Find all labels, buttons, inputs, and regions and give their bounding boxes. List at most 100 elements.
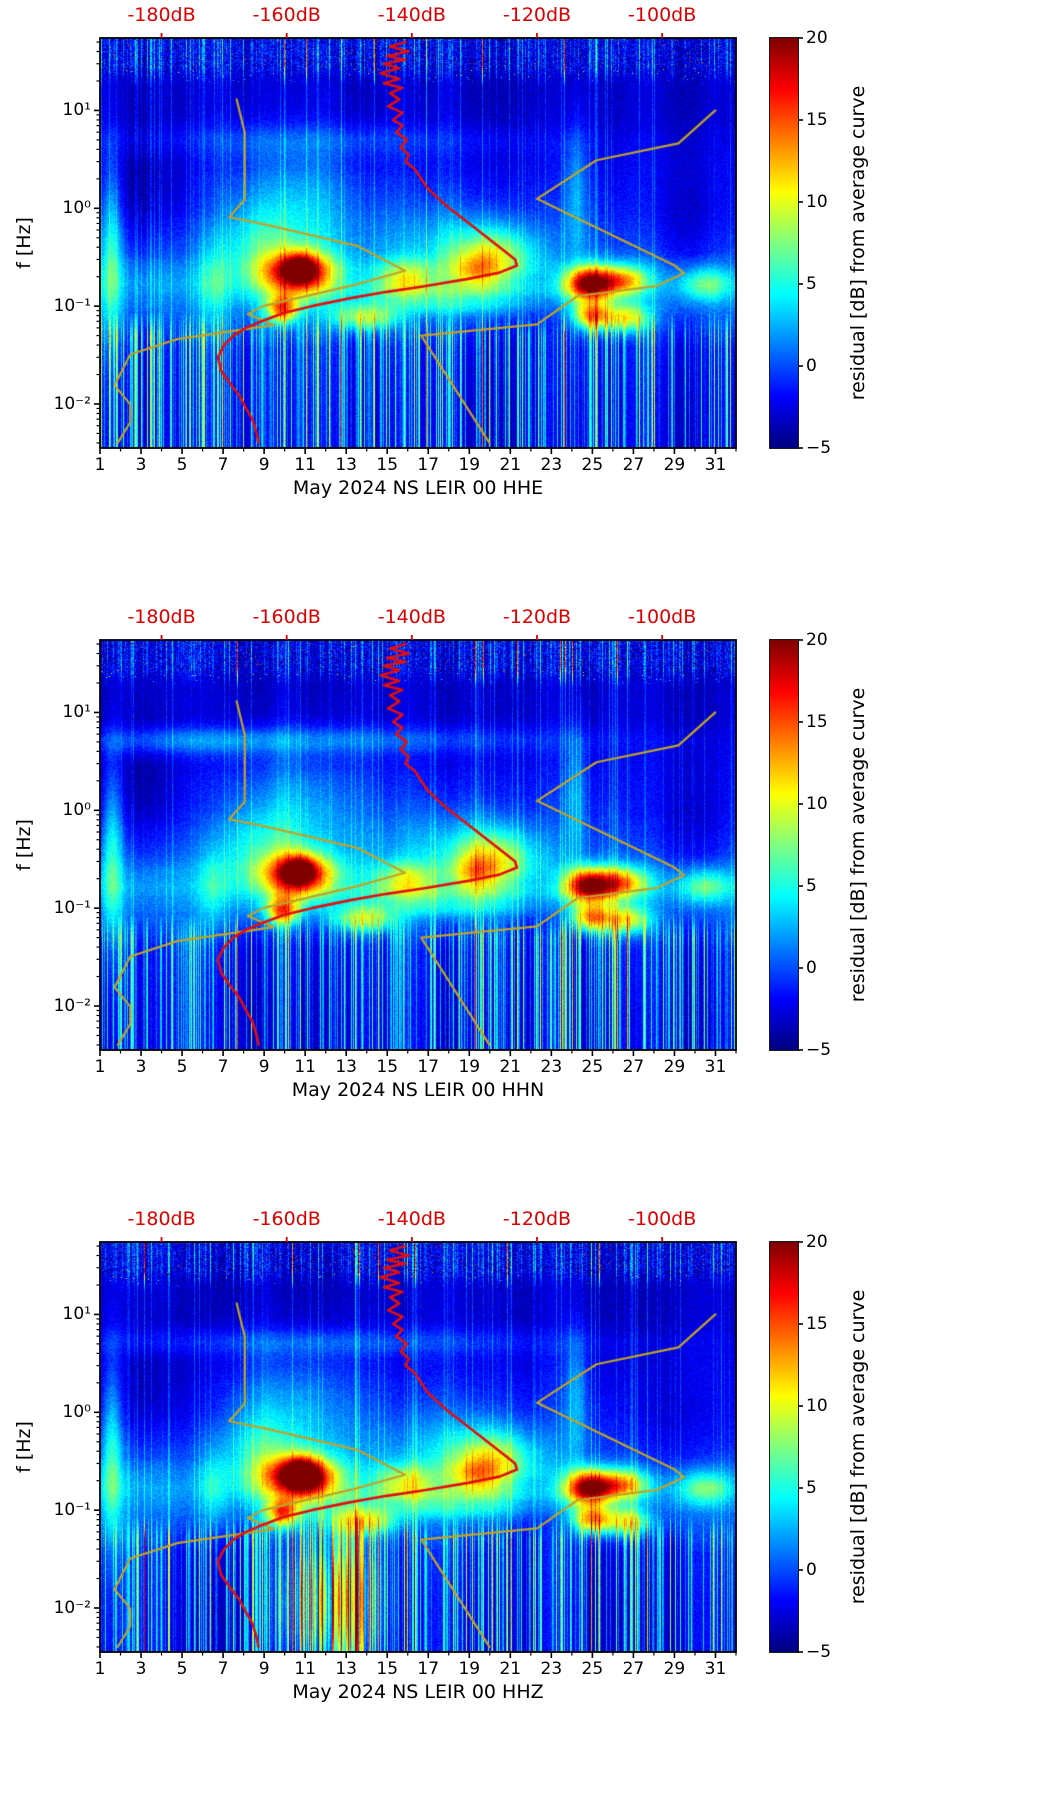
y-tick-labels: 10¹ 10⁰ 10⁻¹ 10⁻²: [0, 1204, 91, 1806]
x-tick-label: 19: [458, 1659, 481, 1679]
x-tick-label: 11: [294, 1057, 316, 1077]
x-tick-label: 29: [663, 1057, 686, 1077]
colorbar: [770, 640, 798, 1050]
colorbar-tick-label: 10: [806, 192, 828, 212]
x-tick-label: 31: [704, 1659, 727, 1679]
top-db-label: -100dB: [628, 4, 697, 26]
x-tick-label: 5: [176, 1057, 188, 1077]
colorbar-tick-label: 15: [806, 712, 828, 732]
x-tick-label: 9: [258, 455, 270, 475]
top-db-label: -140dB: [377, 4, 446, 26]
y-tick-label: 10⁻¹: [53, 296, 91, 317]
x-tick-label: 25: [581, 455, 604, 475]
top-db-label: -160dB: [252, 606, 321, 628]
colorbar-label: residual [dB] from average curve: [847, 687, 869, 1003]
x-tick-label: 27: [622, 1659, 645, 1679]
y-tick-label: 10⁻²: [53, 1597, 91, 1618]
colorbar-tick-label: 20: [806, 630, 828, 650]
y-tick-label: 10¹: [62, 702, 91, 723]
x-tick-label: 3: [135, 455, 147, 475]
colorbar: [770, 38, 798, 448]
y-tick-labels: 10¹ 10⁰ 10⁻¹ 10⁻²: [0, 602, 91, 1204]
x-tick-label: 11: [294, 1659, 316, 1679]
spectrogram-heatmap: [100, 1242, 736, 1652]
x-tick-label: 29: [663, 1659, 686, 1679]
x-tick-label: 1: [94, 455, 106, 475]
x-tick-label: 13: [335, 1659, 358, 1679]
x-tick-label: 3: [135, 1659, 147, 1679]
x-axis-label: May 2024 NS LEIR 00 HHE: [292, 477, 544, 499]
top-db-label: -120dB: [502, 4, 572, 26]
y-tick-label: 10¹: [62, 1304, 91, 1325]
x-tick-label: 23: [540, 1057, 563, 1077]
top-db-label: -100dB: [628, 1208, 697, 1230]
x-tick-label: 17: [417, 1659, 440, 1679]
y-tick-label: 10⁻²: [53, 393, 91, 414]
y-tick-label: 10⁻²: [53, 995, 91, 1016]
colorbar-tick-label: 5: [806, 274, 817, 294]
spectrogram-panel-hhe: -180dB -160dB -140dB -120dB -100dB f [Hz] 10…: [0, 0, 1052, 602]
colorbar-tick-label: 5: [806, 876, 817, 896]
x-axis-label: May 2024 NS LEIR 00 HHZ: [292, 1681, 544, 1703]
colorbar-tick-label: −5: [806, 438, 832, 458]
x-tick-label: 11: [294, 455, 316, 475]
y-tick-label: 10⁻¹: [53, 1500, 91, 1521]
spectrogram-heatmap: [100, 38, 736, 448]
colorbar: [770, 1242, 798, 1652]
x-tick-label: 15: [376, 1057, 399, 1077]
top-db-label: -180dB: [127, 1208, 196, 1230]
top-db-label: -120dB: [502, 1208, 572, 1230]
x-tick-label: 19: [458, 1057, 481, 1077]
x-tick-label: 23: [540, 1659, 563, 1679]
x-tick-label: 27: [622, 1057, 645, 1077]
x-tick-label: 13: [335, 455, 358, 475]
spectrogram-panel-hhz: -180dB -160dB -140dB -120dB -100dB f [Hz] 10…: [0, 1204, 1052, 1806]
x-tick-label: 1: [94, 1057, 106, 1077]
colorbar-tick-label: 0: [806, 356, 817, 376]
x-tick-label: 17: [417, 455, 440, 475]
y-tick-label: 10⁻¹: [53, 898, 91, 919]
spectrogram-heatmap: [100, 640, 736, 1050]
top-db-label: -120dB: [502, 606, 572, 628]
x-tick-label: 31: [704, 455, 727, 475]
x-tick-label: 19: [458, 455, 481, 475]
colorbar-tick-label: −5: [806, 1040, 832, 1060]
x-tick-label: 5: [176, 455, 188, 475]
top-db-label: -180dB: [127, 606, 196, 628]
top-db-label: -140dB: [377, 606, 446, 628]
x-tick-label: 3: [135, 1057, 147, 1077]
x-tick-label: 7: [217, 1057, 229, 1077]
x-tick-label: 21: [499, 1659, 522, 1679]
x-tick-label: 25: [581, 1659, 604, 1679]
x-tick-label: 5: [176, 1659, 188, 1679]
colorbar-tick-label: 10: [806, 1396, 828, 1416]
top-db-label: -140dB: [377, 1208, 446, 1230]
colorbar-label: residual [dB] from average curve: [847, 85, 869, 401]
x-tick-label: 7: [217, 455, 229, 475]
x-tick-label: 21: [499, 455, 522, 475]
x-tick-label: 27: [622, 455, 645, 475]
y-tick-label: 10⁰: [62, 1402, 91, 1423]
y-tick-labels: 10¹ 10⁰ 10⁻¹ 10⁻²: [0, 0, 91, 602]
colorbar-tick-label: 5: [806, 1478, 817, 1498]
x-axis-label: May 2024 NS LEIR 00 HHN: [291, 1079, 545, 1101]
x-tick-label: 7: [217, 1659, 229, 1679]
x-tick-label: 1: [94, 1659, 106, 1679]
x-tick-label: 21: [499, 1057, 522, 1077]
x-tick-label: 9: [258, 1659, 270, 1679]
x-tick-label: 17: [417, 1057, 440, 1077]
x-tick-label: 9: [258, 1057, 270, 1077]
top-db-label: -160dB: [252, 4, 321, 26]
x-tick-label: 23: [540, 455, 563, 475]
x-tick-label: 13: [335, 1057, 358, 1077]
y-tick-label: 10¹: [62, 100, 91, 121]
colorbar-tick-label: 0: [806, 1560, 817, 1580]
x-tick-label: 15: [376, 1659, 399, 1679]
colorbar-tick-label: 20: [806, 1232, 828, 1252]
colorbar-tick-label: 0: [806, 958, 817, 978]
top-db-label: -160dB: [252, 1208, 321, 1230]
colorbar-tick-label: −5: [806, 1642, 832, 1662]
colorbar-label: residual [dB] from average curve: [847, 1289, 869, 1605]
y-tick-label: 10⁰: [62, 800, 91, 821]
